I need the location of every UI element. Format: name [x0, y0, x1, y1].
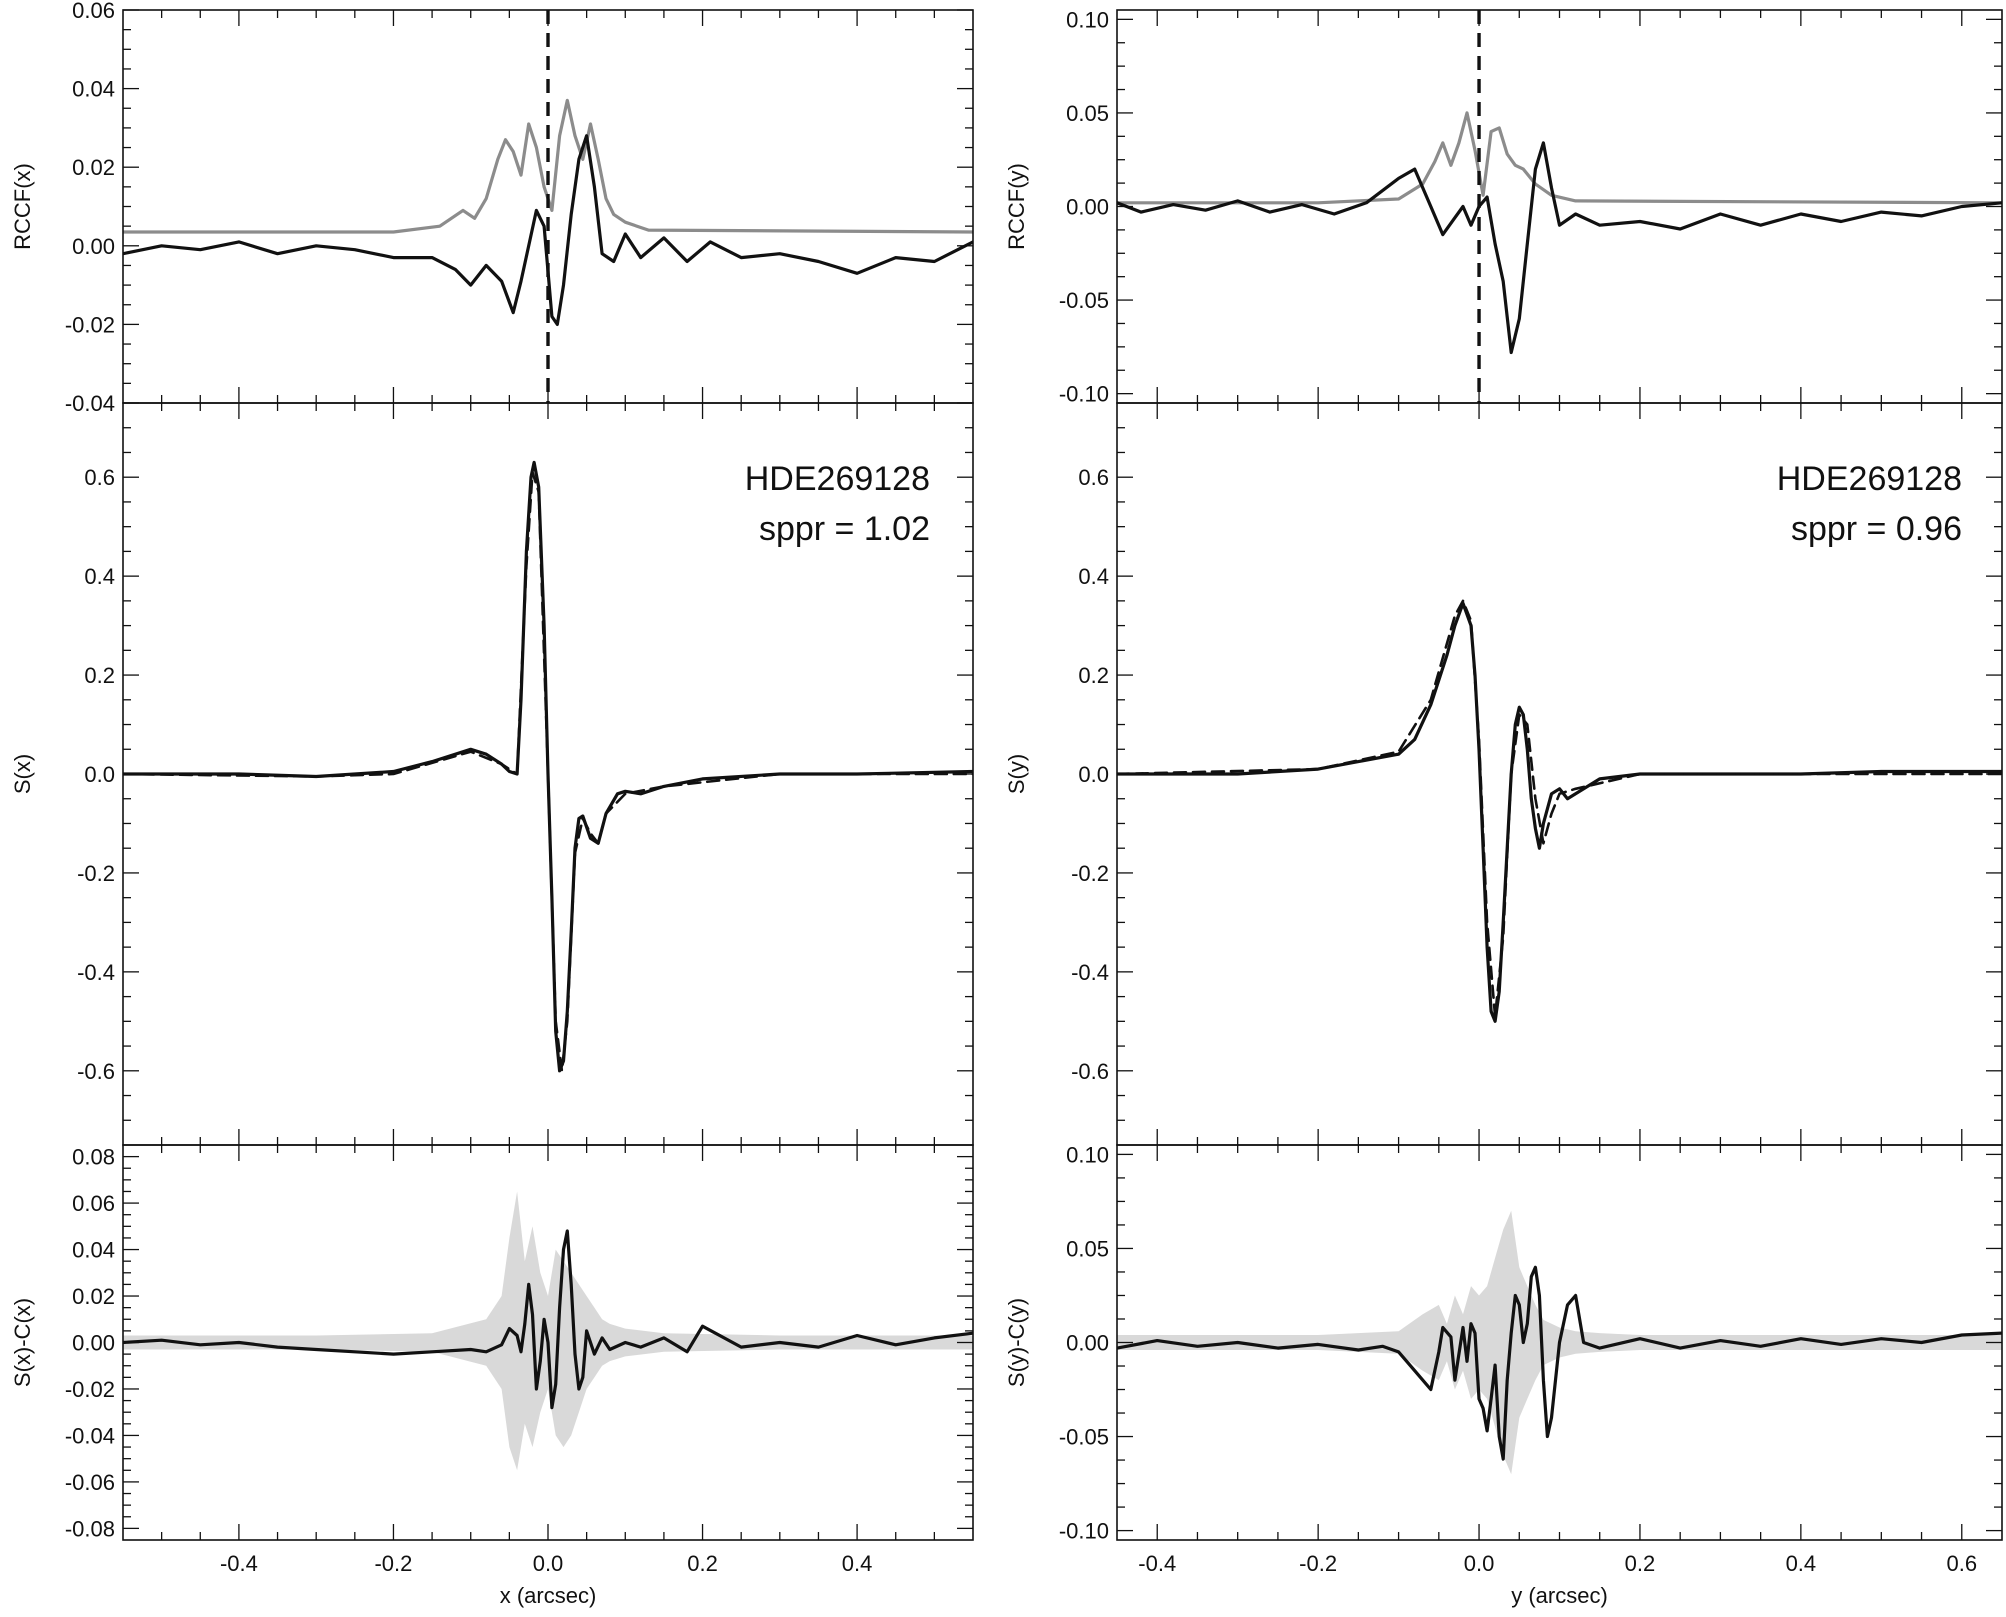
- y-tick-label: -0.10: [1059, 382, 1109, 407]
- y-tick-label: -0.2: [1071, 861, 1109, 886]
- panel-0-1: -0.6 -0.4 -0.2 0.0 0.2 0.4 0.6 S(x) HDE269128 spp…: [10, 402, 974, 1146]
- y-tick-label: -0.6: [1071, 1059, 1109, 1084]
- x-tick-label: 0.4: [1786, 1551, 1817, 1576]
- y-tick-label: 0.10: [1066, 7, 1109, 32]
- series-line-0: [1117, 111, 2002, 205]
- plot-area: [1117, 599, 2002, 1023]
- y-tick-label: 0.6: [1078, 465, 1109, 490]
- series-line-1: [123, 470, 973, 1073]
- series-line-0: [123, 98, 973, 234]
- y-tick-label: 0.00: [1066, 195, 1109, 220]
- y-tick-label: -0.10: [1059, 1519, 1109, 1544]
- x-tick-label: -0.2: [1299, 1551, 1337, 1576]
- y-tick-label: 0.6: [84, 465, 115, 490]
- series-line-1: [1117, 141, 2002, 355]
- y-tick-label: -0.02: [65, 312, 115, 337]
- y-axis-label: RCCF(x): [10, 163, 35, 250]
- panel-1-1: -0.6 -0.4 -0.2 0.0 0.2 0.4 0.6 S(y) HDE269128 spp…: [1004, 402, 2003, 1146]
- annotation-line: sppr = 0.96: [1791, 510, 1962, 548]
- y-axis-label: S(x): [10, 754, 35, 794]
- y-tick-label: 0.00: [1066, 1331, 1109, 1356]
- y-tick-label: 0.02: [72, 1284, 115, 1309]
- y-tick-label: 0.0: [84, 762, 115, 787]
- y-tick-label: 0.04: [72, 77, 115, 102]
- y-axis-label: S(x)-C(x): [10, 1298, 35, 1387]
- y-tick-label: 0.06: [72, 1191, 115, 1216]
- y-tick-label: -0.02: [65, 1377, 115, 1402]
- annotation-line: HDE269128: [1777, 460, 1962, 498]
- y-tick-label: 0.0: [1078, 762, 1109, 787]
- y-tick-label: 0.08: [72, 1145, 115, 1170]
- y-tick-label: -0.04: [65, 1423, 115, 1448]
- annotation-line: sppr = 1.02: [759, 510, 930, 548]
- x-tick-label: 0.2: [1625, 1551, 1656, 1576]
- y-tick-label: -0.2: [77, 861, 115, 886]
- y-tick-label: -0.4: [1071, 960, 1109, 985]
- y-tick-label: 0.4: [1078, 564, 1109, 589]
- uncertainty-band: [123, 1191, 973, 1471]
- y-tick-label: 0.06: [72, 0, 115, 23]
- x-tick-label: -0.4: [1138, 1551, 1176, 1576]
- y-tick-label: -0.08: [65, 1516, 115, 1541]
- y-tick-label: 0.00: [72, 1331, 115, 1356]
- y-axis-label: S(y)-C(y): [1004, 1298, 1029, 1387]
- plot-area: [1117, 10, 2002, 403]
- y-tick-label: -0.05: [1059, 288, 1109, 313]
- y-axis-label: S(y): [1004, 754, 1029, 794]
- y-tick-label: 0.10: [1066, 1142, 1109, 1167]
- plot-area: [123, 10, 973, 403]
- y-tick-label: 0.05: [1066, 1236, 1109, 1261]
- y-tick-label: 0.04: [72, 1238, 115, 1263]
- y-tick-label: -0.06: [65, 1470, 115, 1495]
- plot-area: [123, 460, 973, 1073]
- x-tick-label: 0.2: [687, 1551, 718, 1576]
- x-axis-label: y (arcsec): [1511, 1583, 1608, 1608]
- x-tick-label: 0.6: [1946, 1551, 1977, 1576]
- panel-0-2: -0.08 -0.06 -0.04 -0.02 0.00 0.02 0.04 0.06 0.08…: [10, 1144, 974, 1608]
- y-tick-label: 0.4: [84, 564, 115, 589]
- panel-1-0: -0.10 -0.05 0.00 0.05 0.10 RCCF(y): [1004, 7, 2003, 407]
- plot-area: [1117, 1210, 2002, 1475]
- y-tick-label: 0.2: [1078, 663, 1109, 688]
- y-tick-label: 0.02: [72, 155, 115, 180]
- panel-1-2: -0.10 -0.05 0.00 0.05 0.10 S(y)-C(y) -0.4 -0.2 0…: [1004, 1142, 2003, 1608]
- y-axis-label: RCCF(y): [1004, 163, 1029, 250]
- y-tick-label: -0.4: [77, 960, 115, 985]
- y-tick-label: -0.04: [65, 391, 115, 416]
- series-line-0: [1117, 601, 2002, 1023]
- plot-area: [123, 1191, 973, 1471]
- y-tick-label: -0.6: [77, 1059, 115, 1084]
- series-line-1: [1117, 599, 2002, 1018]
- series-line-1: [123, 134, 973, 326]
- x-tick-label: 0.0: [1464, 1551, 1495, 1576]
- x-tick-label: 0.0: [533, 1551, 564, 1576]
- panel-0-0: -0.04 -0.02 0.00 0.02 0.04 0.06 RCCF(x): [10, 0, 974, 416]
- y-tick-label: -0.05: [1059, 1425, 1109, 1450]
- x-axis-label: x (arcsec): [500, 1583, 597, 1608]
- annotation-line: HDE269128: [745, 460, 930, 498]
- y-tick-label: 0.00: [72, 234, 115, 259]
- y-tick-label: 0.2: [84, 663, 115, 688]
- series-line-0: [123, 1229, 973, 1410]
- x-tick-label: -0.2: [374, 1551, 412, 1576]
- x-tick-label: -0.4: [220, 1551, 258, 1576]
- series-line-0: [1117, 1265, 2002, 1461]
- x-tick-label: 0.4: [842, 1551, 873, 1576]
- y-tick-label: 0.05: [1066, 101, 1109, 126]
